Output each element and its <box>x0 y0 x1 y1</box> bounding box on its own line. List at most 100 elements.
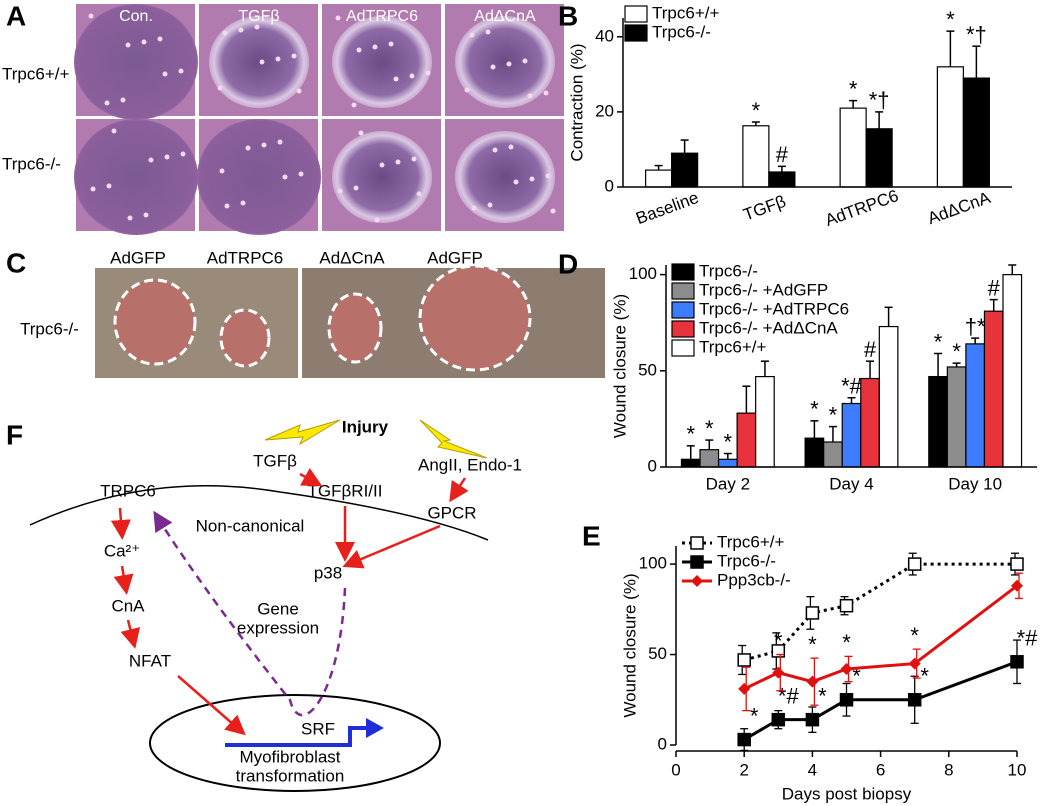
bubble <box>471 205 477 211</box>
photo-label: AdΔCnA <box>319 248 385 267</box>
point <box>908 657 921 670</box>
node-label: Injury <box>342 417 389 436</box>
bar <box>839 107 867 188</box>
panel-letter: D <box>558 248 578 279</box>
nucleus <box>149 694 441 792</box>
wound <box>221 310 269 366</box>
arrow <box>299 467 323 487</box>
bubble <box>282 174 288 180</box>
bubble <box>527 93 533 99</box>
bubble <box>374 217 380 223</box>
legend-label: Trpc6-/- +AdΔCnA <box>699 318 838 337</box>
panel-letter: C <box>6 247 26 278</box>
y-tick-label: 100 <box>639 554 667 573</box>
column-label: TGFβ <box>238 8 279 25</box>
bar <box>742 125 770 188</box>
bubble <box>259 59 265 65</box>
bar <box>717 458 738 468</box>
annotation: * <box>849 76 858 101</box>
bubble <box>388 41 394 47</box>
x-tick-label: 10 <box>1008 760 1027 779</box>
y-axis-label: Contraction (%) <box>567 43 586 161</box>
x-tick-label: AdTRPC6 <box>823 186 901 230</box>
bar <box>946 366 967 468</box>
bar <box>936 66 964 188</box>
bubble <box>224 203 230 209</box>
legend-marker <box>690 555 704 569</box>
gel <box>455 16 555 108</box>
annotation: * <box>752 98 761 123</box>
y-tick-label: 40 <box>595 26 614 45</box>
legend-swatch <box>624 5 648 23</box>
column-label: Con. <box>119 8 153 25</box>
annotation: # <box>864 337 877 362</box>
bar <box>865 128 893 188</box>
node-label: transformation <box>236 766 345 785</box>
bubble <box>529 176 535 182</box>
annotation: *# <box>841 374 863 399</box>
legend-swatch <box>671 320 695 338</box>
annotation: * <box>952 339 961 364</box>
legend-marker <box>690 536 704 550</box>
x-tick-label: Day 2 <box>706 474 750 493</box>
row-label: Trpc6+/+ <box>2 64 69 83</box>
arrow <box>120 619 141 649</box>
bubble <box>351 102 357 108</box>
node-label: p38 <box>314 563 342 582</box>
annotation: * <box>910 623 919 648</box>
bubble <box>543 90 549 96</box>
x-tick-label: AdΔCnA <box>925 188 993 228</box>
arrow <box>449 477 469 503</box>
bar <box>671 152 699 188</box>
y-tick-label: 50 <box>638 360 657 379</box>
x-tick-label: 0 <box>671 760 680 779</box>
bubble <box>291 53 297 59</box>
point <box>840 663 853 676</box>
panel-letter: A <box>6 0 26 31</box>
wound-outline <box>418 264 532 372</box>
y-tick-label: 0 <box>658 734 667 753</box>
point <box>907 693 922 707</box>
bubble <box>490 64 496 70</box>
bubble <box>492 147 498 153</box>
bubble <box>125 42 131 48</box>
annotation: *# <box>778 683 800 708</box>
bubble <box>157 36 163 42</box>
wound <box>115 280 195 364</box>
legend-label: Trpc6+/+ <box>652 3 719 22</box>
bubble <box>506 61 512 67</box>
bubble <box>178 68 184 74</box>
bubble <box>104 100 110 106</box>
arrow <box>113 565 134 595</box>
annotation: * <box>750 703 759 728</box>
bubble <box>120 97 126 103</box>
column-label: AdΔCnA <box>474 8 536 25</box>
point <box>805 606 820 620</box>
legend-swatch <box>671 301 695 319</box>
bubble <box>148 157 154 163</box>
wound <box>329 294 381 362</box>
row-label: Trpc6-/- <box>2 154 61 173</box>
bubble <box>240 200 246 206</box>
annotation: *† <box>869 88 890 113</box>
column-label: AdTRPC6 <box>346 8 418 25</box>
bubble <box>90 186 96 192</box>
bubble <box>106 183 112 189</box>
node-label: TGFβRI/II <box>308 481 383 500</box>
bubble <box>275 56 281 62</box>
point <box>839 598 854 613</box>
bar <box>962 77 990 188</box>
bar <box>755 375 775 468</box>
gel <box>197 119 321 235</box>
bubble <box>411 156 417 162</box>
annotation: * <box>774 628 783 653</box>
node-label: SRF <box>301 719 335 738</box>
point <box>1010 557 1024 571</box>
annotation: * <box>842 630 851 655</box>
point <box>839 693 854 707</box>
annotation: * <box>946 7 955 32</box>
bubble <box>416 191 422 197</box>
legend-label: Trpc6-/- +AdGFP <box>699 280 828 299</box>
legend-label: Trpc6+/+ <box>699 337 766 356</box>
bar <box>804 437 825 468</box>
